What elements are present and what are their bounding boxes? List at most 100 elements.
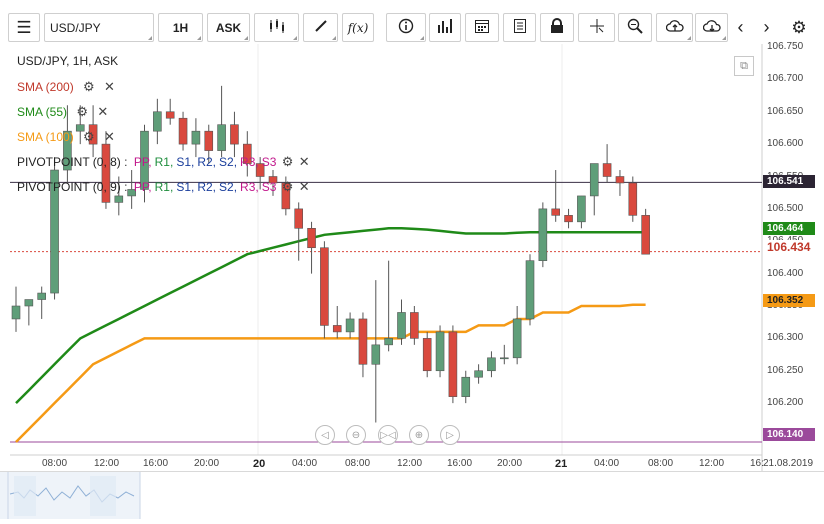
candle-body (410, 312, 419, 339)
lock-button[interactable] (540, 13, 574, 42)
gear-icon[interactable]: ⚙ (83, 129, 95, 144)
gear-icon[interactable]: ⚙ (83, 79, 95, 94)
candle-body (191, 130, 201, 145)
legend-sma200: SMA (200) ⚙ ✕ (17, 79, 115, 95)
reset-view-button[interactable]: ▷◁ (378, 425, 398, 445)
symbol-selector[interactable]: USD/JPY (44, 13, 154, 42)
candle-body (474, 370, 483, 378)
close-icon[interactable]: ✕ (298, 154, 310, 169)
navigator-panel[interactable] (0, 471, 824, 519)
chevron-right-icon: › (763, 17, 770, 37)
calendar-button[interactable] (465, 13, 499, 42)
pivot-r1: R1, (154, 180, 174, 194)
close-icon[interactable]: ✕ (298, 179, 310, 194)
close-icon[interactable]: ✕ (104, 129, 115, 144)
reset-icon: ▷◁ (380, 429, 396, 441)
candle-body (551, 208, 561, 216)
pivot-s2: S2, (219, 155, 238, 169)
settings-button[interactable]: ⚙ (785, 13, 813, 42)
sma100-line (15, 303, 646, 443)
volume-button[interactable] (429, 13, 461, 42)
menu-button[interactable]: ☰ (8, 13, 40, 42)
pan-right-button[interactable]: ▷ (440, 425, 460, 445)
candle-body (384, 338, 393, 346)
notes-button[interactable] (503, 13, 536, 42)
candle-body (114, 195, 124, 203)
pivot-s1: S1, (176, 155, 195, 169)
candle-body (512, 318, 522, 359)
gear-icon[interactable]: ⚙ (281, 179, 294, 194)
price-side-selector[interactable]: ASK (207, 13, 250, 42)
navigator-minichart (0, 472, 141, 519)
time-tick-label: 08:00 (42, 458, 68, 469)
price-tag-sma55: 106.464 (763, 222, 815, 235)
price-tick-label: 106.650 (767, 105, 804, 117)
timeframe-selector[interactable]: 1H (158, 13, 203, 42)
candle-body (153, 111, 162, 132)
info-button[interactable] (386, 13, 426, 42)
candle-body (499, 357, 509, 360)
zoom-out-button[interactable]: ⊖ (346, 425, 366, 445)
gear-icon: ⚙ (791, 17, 807, 37)
time-tick-label: 04:00 (594, 458, 620, 469)
pivot-r1: R1, (154, 155, 174, 169)
gear-icon[interactable]: ⚙ (281, 154, 294, 169)
candle-body (255, 163, 265, 177)
pivot-r2: R2, (197, 155, 217, 169)
pivot-s3: S3 (261, 180, 277, 194)
price-tick-label: 106.600 (767, 138, 804, 150)
hamburger-icon: ☰ (16, 17, 32, 37)
legend-sma100-label: SMA (100) (17, 130, 74, 144)
dropdown-corner-icon (687, 36, 691, 40)
candle-body (538, 208, 548, 261)
price-tick-label: 106.500 (767, 202, 804, 214)
time-tick-label: 12:00 (699, 458, 725, 469)
price-tick-label: 106.300 (767, 332, 804, 344)
candle-body (564, 215, 573, 223)
candlestick-chart[interactable] (0, 44, 824, 471)
legend-sma100: SMA (100) ⚙ ✕ (17, 129, 115, 145)
gear-icon[interactable]: ⚙ (76, 104, 89, 119)
close-icon[interactable]: ✕ (104, 79, 115, 94)
drawing-tools-button[interactable] (303, 13, 338, 42)
cloud-download-icon (702, 18, 721, 37)
chart-type-button[interactable] (254, 13, 299, 42)
price-side-text: ASK (215, 20, 242, 35)
pivot-pp: PP, (133, 155, 152, 169)
symbol-text: USD/JPY (50, 20, 101, 35)
time-tick-label: 08:00 (648, 458, 674, 469)
zoom-button[interactable] (618, 13, 652, 42)
indicators-button[interactable]: f(x) (342, 13, 374, 42)
candle-body (332, 325, 342, 333)
candle-body (178, 117, 188, 145)
pencil-icon (314, 19, 328, 36)
candle-body (320, 247, 329, 326)
price-tick-label: 106.200 (767, 397, 804, 409)
candle-body (487, 357, 496, 372)
upload-button[interactable] (656, 13, 693, 42)
document-icon (513, 18, 527, 37)
triangle-left-icon: ◁ (321, 429, 329, 441)
price-tick-label: 106.700 (767, 73, 804, 85)
zoom-in-button[interactable]: ⊕ (409, 425, 429, 445)
scroll-right-button[interactable]: › (754, 13, 779, 42)
crosshair-button[interactable] (578, 13, 615, 42)
magnifier-icon (627, 18, 643, 37)
time-tick-label: 08:00 (345, 458, 371, 469)
candle-body (243, 143, 252, 164)
triangle-right-icon: ▷ (446, 429, 454, 441)
candle-body (63, 130, 72, 171)
price-tag-current: 106.434 (763, 240, 815, 254)
pan-left-button[interactable]: ◁ (315, 425, 335, 445)
close-icon[interactable]: ✕ (97, 104, 109, 119)
time-tick-label: 16:00 (447, 458, 473, 469)
chevron-left-icon: ‹ (737, 17, 744, 37)
download-button[interactable] (695, 13, 728, 42)
pivot-s3: S3 (261, 155, 277, 169)
price-tag-sma100: 106.352 (763, 294, 815, 307)
expand-button[interactable]: ⧉ (734, 56, 754, 76)
candle-body (397, 312, 406, 339)
legend-sma55: SMA (55) ⚙ ✕ (17, 104, 108, 120)
scroll-left-button[interactable]: ‹ (728, 13, 753, 42)
dropdown-corner-icon (332, 36, 336, 40)
